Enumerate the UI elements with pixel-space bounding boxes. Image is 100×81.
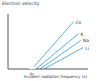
svg-text:Na: Na	[83, 38, 89, 43]
svg-text:Li: Li	[85, 46, 89, 51]
svg-text:ν₀: ν₀	[30, 71, 35, 76]
svg-text:Incident radiation frequency (: Incident radiation frequency (ν)	[23, 74, 87, 79]
html-text:Electron velocity: Electron velocity	[2, 1, 40, 6]
svg-text:K: K	[80, 32, 84, 37]
svg-text:Cs: Cs	[76, 20, 82, 25]
